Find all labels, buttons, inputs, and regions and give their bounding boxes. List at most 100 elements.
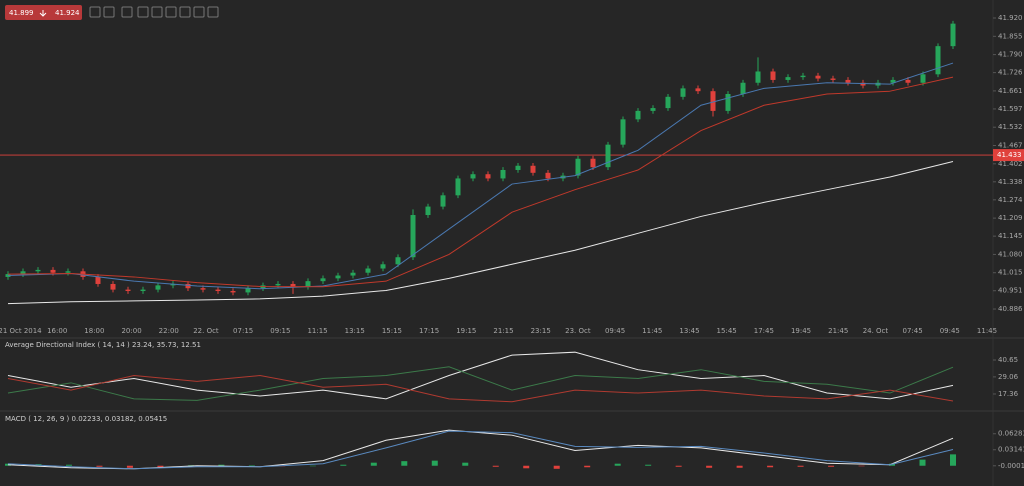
zoom-out[interactable]	[103, 6, 115, 18]
histogram-bar	[919, 459, 926, 466]
candle-body	[365, 268, 371, 273]
candle-body	[545, 172, 551, 179]
y-tick-label: 41.597	[998, 105, 1023, 113]
candle-body	[440, 195, 446, 207]
x-tick-label: 16:00	[47, 327, 67, 335]
candle-body	[65, 271, 71, 273]
candle-body	[665, 96, 671, 109]
histogram-bar	[950, 454, 956, 466]
y-tick-label: 17.36	[998, 390, 1019, 398]
candle-body	[455, 178, 461, 196]
y-tick-label: 41.145	[998, 232, 1023, 240]
arrow-icon	[39, 10, 47, 17]
histogram-bar	[614, 463, 621, 466]
y-tick-label: 41.790	[998, 51, 1023, 59]
candle-body	[155, 285, 161, 290]
save[interactable]	[193, 6, 205, 18]
fullscreen[interactable]	[207, 6, 219, 18]
timeframe[interactable]	[121, 6, 133, 18]
y-tick-label: 29.06	[998, 373, 1019, 381]
y-tick-label: 41.661	[998, 87, 1023, 95]
histogram-bar	[96, 465, 103, 467]
candle-body	[20, 271, 26, 275]
histogram-bar	[675, 465, 682, 467]
histogram-bar	[187, 465, 194, 466]
candle-body	[485, 174, 491, 179]
y-tick-label: -0.00010	[998, 462, 1024, 470]
candle-body	[35, 269, 41, 272]
histogram-bar	[553, 465, 560, 469]
x-tick-label: 23:15	[531, 327, 551, 335]
histogram-bar	[157, 465, 164, 468]
candle-body	[380, 264, 386, 269]
indicator-line	[7, 429, 954, 470]
candle-body	[230, 291, 236, 293]
y-tick-label: 41.015	[998, 269, 1023, 277]
y-tick-label: 41.338	[998, 178, 1023, 186]
histogram-bar	[492, 465, 499, 467]
indicators[interactable]	[151, 6, 163, 18]
y-tick-label: 0.06283	[998, 430, 1024, 438]
candle-body	[245, 288, 251, 293]
histogram-bar	[218, 464, 225, 466]
candle-body	[905, 79, 911, 83]
candle-body	[95, 276, 101, 284]
y-tick-label: 40.886	[998, 305, 1023, 313]
x-tick-label: 11:45	[977, 327, 997, 335]
settings[interactable]	[179, 6, 191, 18]
candle-body	[785, 77, 791, 80]
indicator-title: Average Directional Index ( 14, 14 ) 23.…	[5, 341, 201, 349]
x-tick-label: 18:00	[84, 327, 104, 335]
candle-body	[350, 272, 356, 276]
candle-body	[935, 46, 941, 75]
y-tick-label: 41.402	[998, 160, 1023, 168]
candle-body	[425, 206, 431, 216]
candle-body	[305, 281, 311, 287]
indicator-line	[7, 366, 954, 401]
histogram-bar	[584, 465, 591, 468]
y-tick-label: 41.274	[998, 196, 1023, 204]
current-price-label: 41.433	[997, 151, 1022, 159]
x-tick-label: 07:45	[903, 327, 923, 335]
y-tick-label: 41.080	[998, 250, 1023, 258]
candle-body	[290, 283, 296, 287]
x-tick-label: 07:15	[233, 327, 253, 335]
candle-body	[845, 79, 851, 83]
candle-body	[275, 283, 281, 286]
histogram-bar	[248, 465, 255, 466]
histogram-bar	[797, 465, 804, 467]
candle-body	[860, 82, 866, 86]
candle-body	[755, 71, 761, 83]
candle-body	[170, 283, 176, 286]
candle-body	[680, 88, 686, 97]
y-tick-label: 0.03141	[998, 446, 1024, 454]
indicator-line	[7, 351, 954, 400]
candle-body	[185, 283, 191, 289]
x-tick-label: 17:45	[754, 327, 774, 335]
zoom-in[interactable]	[89, 6, 101, 18]
candle-body	[620, 119, 626, 145]
indicator-title: MACD ( 12, 26, 9 ) 0.02233, 0.03182, 0.0…	[5, 415, 167, 423]
candle-body	[215, 289, 221, 292]
candle-body	[200, 288, 206, 290]
x-tick-label: 22. Oct	[193, 327, 219, 335]
candle-body	[335, 275, 341, 279]
candle-body	[110, 283, 116, 290]
chart-type[interactable]	[137, 6, 149, 18]
y-tick-label: 40.951	[998, 287, 1023, 295]
x-tick-label: 20:00	[121, 327, 141, 335]
indicator-line	[7, 430, 954, 470]
candle-body	[530, 165, 536, 173]
candle-body	[830, 78, 836, 80]
candle-body	[725, 94, 731, 111]
y-tick-label: 41.467	[998, 142, 1023, 150]
drawing[interactable]	[165, 6, 177, 18]
x-tick-label: 21:15	[493, 327, 513, 335]
candle-body	[125, 289, 131, 292]
candle-body	[770, 71, 776, 80]
y-tick-label: 41.920	[998, 14, 1023, 22]
candle-body	[470, 174, 476, 179]
histogram-bar	[828, 465, 835, 467]
current-price-box	[993, 149, 1024, 162]
